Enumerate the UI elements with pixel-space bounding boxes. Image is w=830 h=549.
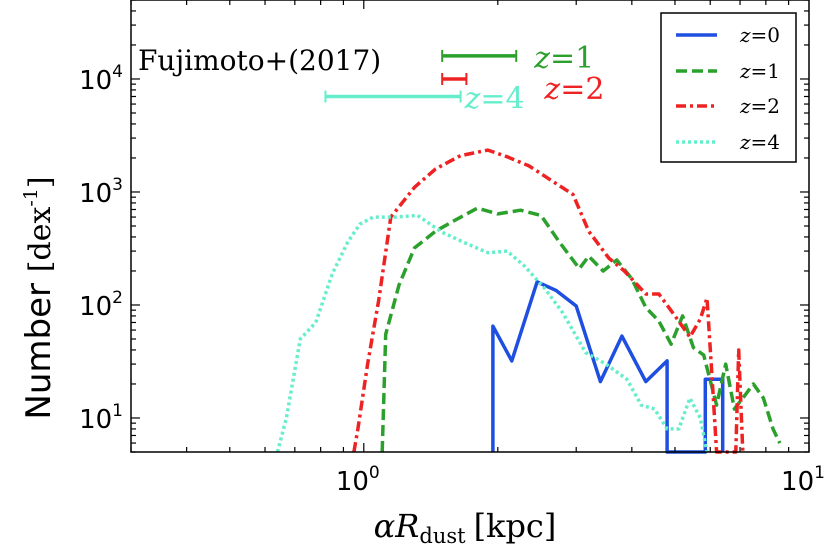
legend-label-z2-eq: =2	[751, 94, 780, 118]
y-tick-label-exp: 2	[112, 288, 123, 308]
y-axis-label: Number [dex-1]	[19, 176, 59, 419]
x-axis-label-var: R	[394, 507, 419, 545]
range-label-var-2: z	[464, 81, 481, 116]
range-label-var-0: z	[533, 41, 550, 76]
y-tick-label: 102	[79, 288, 123, 322]
legend-label-z4-eq: =4	[751, 130, 780, 154]
legend: z=0 z=1 z=2 z=4	[660, 12, 797, 163]
series-line-z2	[352, 148, 745, 454]
y-axis-label-unit-open: [dex	[23, 207, 58, 273]
x-tick-label: 101	[781, 463, 825, 497]
legend-label-z2: z=2	[739, 94, 780, 118]
range-label-1: z=2	[543, 72, 604, 107]
x-tick-label-exp: 1	[814, 463, 825, 483]
y-tick-label-exp: 4	[112, 62, 123, 82]
series-layer	[275, 148, 782, 454]
annotation-layer: z=1z=2z=4	[324, 41, 604, 116]
y-tick-label: 101	[79, 401, 123, 435]
plot-frame	[130, 0, 810, 453]
x-tick-label-base: 10	[336, 467, 369, 497]
x-axis-label: αRdust [kpc]	[374, 507, 557, 548]
range-label-eq-0: =1	[550, 41, 594, 76]
x-axis-label-greek: α	[374, 507, 396, 545]
legend-label-z0-eq: =0	[751, 23, 780, 47]
x-tick-label-base: 10	[781, 467, 814, 497]
range-label-eq-1: =2	[560, 72, 604, 107]
y-tick-label-base: 10	[79, 292, 112, 322]
y-tick-label-base: 10	[79, 179, 112, 209]
series-line-z4	[275, 213, 709, 453]
x-axis-label-sub: dust	[419, 524, 466, 548]
y-tick-label-base: 10	[79, 66, 112, 96]
range-label-0: z=1	[533, 41, 594, 76]
legend-label-z1: z=1	[739, 59, 780, 83]
x-axis-label-unit: [kpc]	[474, 507, 557, 545]
x-tick-label-exp: 0	[369, 463, 380, 483]
reference-label: Fujimoto+(2017)	[138, 44, 381, 77]
range-label-eq-2: =4	[480, 81, 524, 116]
legend-box	[660, 12, 797, 163]
y-tick-label-base: 10	[79, 405, 112, 435]
y-tick-label-exp: 3	[112, 175, 123, 195]
legend-label-z1-eq: =1	[751, 59, 780, 83]
legend-label-z2-var: z	[739, 94, 751, 118]
y-axis-label-main: Number	[19, 272, 59, 419]
series-line-z0	[491, 280, 725, 454]
y-tick-label-exp: 1	[112, 401, 123, 421]
range-label-2: z=4	[464, 81, 525, 116]
y-tick-label: 103	[79, 175, 123, 209]
legend-label-z4-var: z	[739, 130, 751, 154]
legend-label-z1-var: z	[739, 59, 751, 83]
legend-label-z4: z=4	[739, 130, 780, 154]
y-axis-label-unit-close: ]	[23, 176, 58, 188]
legend-label-z0-var: z	[739, 23, 751, 47]
x-tick-label: 100	[336, 463, 380, 497]
range-label-var-1: z	[543, 72, 560, 107]
y-axis-label-unit-exp: -1	[20, 188, 42, 207]
y-tick-label: 104	[79, 62, 123, 96]
legend-label-z0: z=0	[739, 23, 780, 47]
